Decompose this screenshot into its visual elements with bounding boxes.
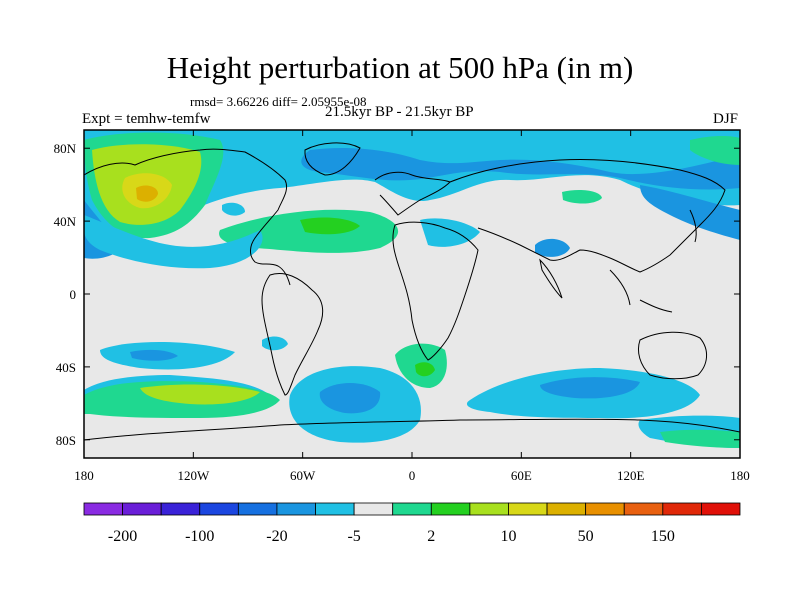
map-panel (84, 130, 740, 458)
coast-africa (392, 221, 479, 361)
colorbar-label: 50 (578, 528, 594, 545)
lon-tick-label: 0 (409, 468, 416, 483)
colorbar-label: 150 (651, 528, 675, 545)
contour-west-green-blob (222, 202, 245, 216)
coast-europe (374, 171, 451, 216)
colorbar-label: 10 (500, 528, 516, 545)
lon-tick-label: 180 (730, 468, 750, 483)
lon-tick-label: 180 (74, 468, 94, 483)
plot-title: Height perturbation at 500 hPa (in m) (166, 50, 634, 85)
contour-north-cyan (84, 130, 740, 240)
colorbar-label: -5 (347, 528, 360, 545)
contour-satl-darkgreen (415, 362, 435, 377)
colorbar-swatch (199, 502, 239, 516)
lon-tick-label: 60E (511, 468, 532, 483)
lat-tick-label: 80S (56, 433, 76, 448)
colorbar-swatch (160, 502, 201, 516)
coast-se-asia (609, 269, 673, 313)
contour-sh-blue-west (130, 349, 178, 361)
lon-tick-label: 60W (290, 468, 316, 483)
colorbar-label: 2 (427, 528, 435, 545)
colorbar-swatch (122, 502, 162, 516)
coast-south-america (261, 273, 324, 396)
colorbar-swatch (585, 502, 625, 516)
colorbar-swatch (315, 502, 355, 516)
contour-me-blue (420, 218, 480, 247)
colorbar-label: -200 (108, 528, 137, 545)
contour-north-blue (301, 148, 740, 190)
experiment-label: Expt = temhw-temfw (82, 111, 211, 127)
lon-tick-label: 120W (177, 468, 210, 483)
coast-asia (449, 158, 726, 273)
lat-tick-label: 80N (54, 141, 77, 156)
contour-swp-green (660, 429, 740, 448)
contour-npac-core (136, 185, 158, 202)
contour-east-asia-blue (640, 185, 740, 240)
contour-satl-blue (319, 383, 381, 414)
colorbar-label: -20 (266, 528, 287, 545)
colorbar-swatch (237, 502, 278, 516)
colorbar-swatch (83, 502, 123, 516)
colorbar-label: -100 (185, 528, 214, 545)
period-label: 21.5kyr BP - 21.5kyr BP (325, 104, 474, 120)
contour-sh-lime (140, 384, 260, 405)
coastlines (84, 142, 740, 441)
stats-text: rmsd= 3.66226 diff= 2.05955e-08 (190, 94, 367, 109)
colorbar-swatch (701, 502, 741, 516)
coast-india (539, 258, 563, 299)
contour-pacific-cyan (84, 215, 263, 269)
contour-asia-green-blob (562, 190, 602, 204)
colorbar-swatch (662, 502, 702, 516)
contour-asia-blue-blob (535, 238, 570, 257)
coast-antarctica (84, 418, 740, 441)
contour-atlantic-darkgreen (300, 217, 360, 235)
colorbar-swatch (276, 502, 316, 516)
field-contours (84, 130, 740, 448)
season-label: DJF (712, 111, 738, 127)
coast-greenland (304, 142, 361, 176)
colorbar-swatch (430, 502, 471, 516)
axis-ticks: 180 120W 60W 0 60E 120E 180 80N 40N 0 40S 80S (54, 130, 750, 483)
colorbar-swatch (546, 502, 587, 516)
contour-io-blue (540, 377, 640, 399)
colorbar: -200 -100 -20 -5 2 10 50 150 (83, 502, 741, 545)
contour-ne-green (690, 135, 740, 165)
lat-tick-label: 40S (56, 360, 76, 375)
colorbar-swatch (623, 502, 664, 516)
lat-tick-label: 40N (54, 214, 77, 229)
colorbar-swatch (469, 502, 509, 516)
lon-tick-label: 120E (617, 468, 645, 483)
colorbar-swatch (353, 502, 394, 516)
coast-north-america (84, 148, 291, 286)
colorbar-swatch (392, 502, 432, 516)
coast-japan (689, 209, 697, 243)
colorbar-swatch (508, 502, 548, 516)
lat-tick-label: 0 (70, 287, 77, 302)
coast-australia (637, 331, 707, 380)
